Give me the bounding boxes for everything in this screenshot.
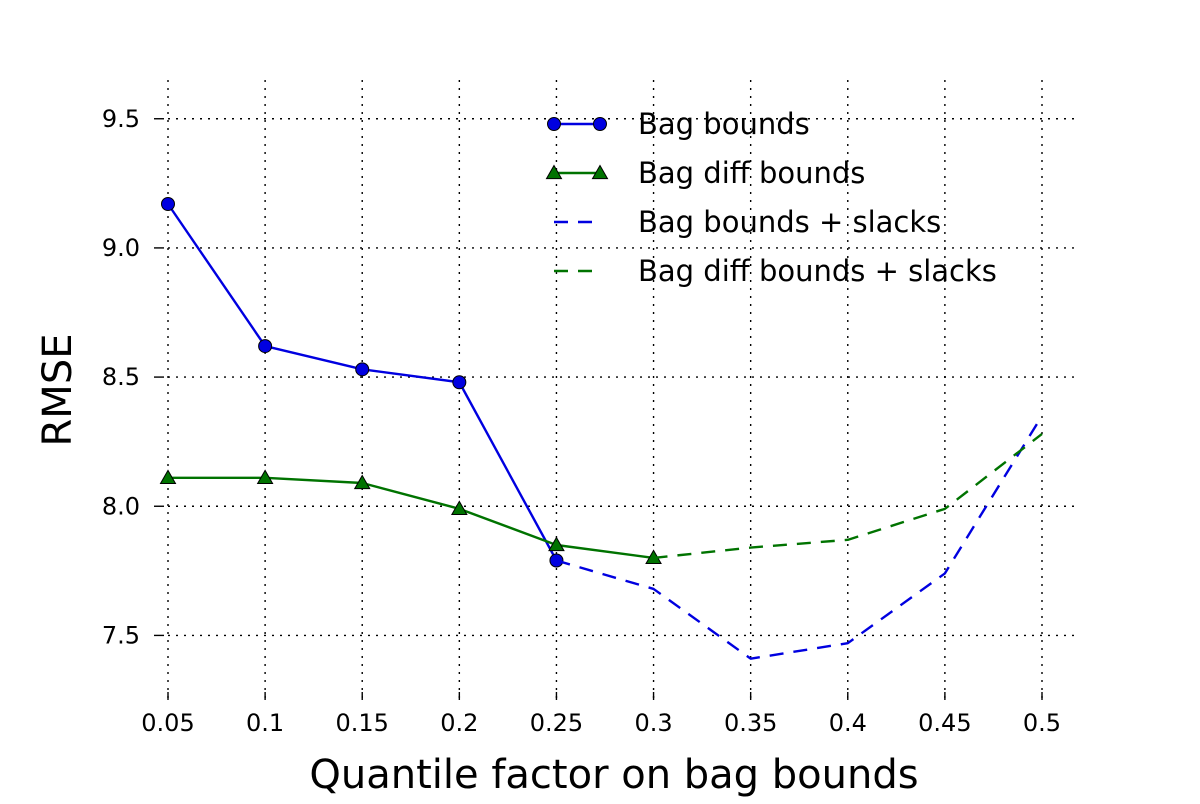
y-tick-label: 8.5 [102,363,140,391]
data-point [258,339,273,354]
x-tick-label: 0.3 [634,709,672,737]
legend-marker [591,164,609,180]
y-tick-label: 8.0 [102,492,140,520]
x-tick-label: 0.15 [336,709,389,737]
data-point [355,362,370,377]
x-tick-label: 0.2 [440,709,478,737]
legend-label: Bag bounds [638,107,810,141]
data-point [353,474,371,490]
data-point [256,469,274,484]
legend: Bag bounds Bag diff bounds Bag bounds + sl… [545,107,997,288]
x-tick-label: 0.4 [829,709,867,737]
legend-marker [593,117,607,131]
data-point [159,469,177,484]
legend-entry: Bag diff bounds [545,156,865,190]
legend-label: Bag bounds + slacks [638,205,941,239]
legend-label: Bag diff bounds [638,156,865,190]
legend-entry: Bag bounds + slacks [554,205,941,239]
legend-marker [545,164,563,180]
x-tick-label: 0.1 [246,709,284,737]
y-tick-label: 7.5 [102,621,140,649]
y-axis-label: RMSE [35,334,81,447]
data-point [452,375,467,390]
series-line [653,432,1043,560]
series-line [556,415,1044,660]
x-tick-label: 0.25 [530,709,583,737]
series-line [168,476,654,560]
legend-entry: Bag diff bounds + slacks [554,254,997,288]
axes: 0.05 0.1 0.15 0.2 0.25 0.3 0.35 0.4 0.45 0.5 7.5 8.… [102,105,1061,737]
x-tick-label: 0.45 [918,709,971,737]
series-2 [159,469,662,565]
x-tick-label: 0.05 [141,709,194,737]
x-axis-label: Quantile factor on bag bounds [309,752,918,798]
legend-label: Bag diff bounds + slacks [638,254,997,288]
y-tick-label: 9.0 [102,234,140,262]
legend-marker [547,117,561,131]
series-group [159,197,1044,660]
y-tick-label: 9.5 [102,105,140,133]
series-3 [556,415,1044,660]
series-4 [653,432,1043,560]
series-1 [161,197,564,568]
x-tick-label: 0.5 [1023,709,1061,737]
x-tick-label: 0.35 [724,709,777,737]
grid [167,80,1078,700]
data-point [161,197,175,211]
legend-entry: Bag bounds [547,107,810,141]
data-point [548,536,565,552]
data-point [450,500,468,515]
